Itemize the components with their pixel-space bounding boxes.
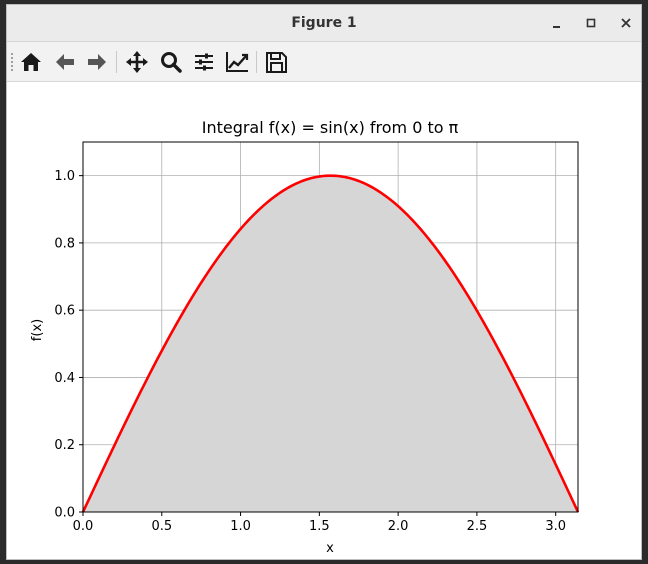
forward-button[interactable] <box>83 48 111 76</box>
line-chart-icon <box>226 52 249 72</box>
figure-window: Figure 1 <box>6 4 642 560</box>
arrow-left-icon <box>56 54 74 70</box>
configure-subplots-button[interactable] <box>190 48 218 76</box>
back-button[interactable] <box>51 48 79 76</box>
x-tick-label: 2.5 <box>467 519 488 534</box>
move-icon <box>126 51 148 73</box>
sliders-icon <box>195 53 213 71</box>
home-button[interactable] <box>17 48 45 76</box>
floppy-disk-icon <box>266 52 287 73</box>
minimize-icon <box>553 26 560 28</box>
navigation-toolbar <box>7 42 641 82</box>
edit-axis-button[interactable] <box>223 48 251 76</box>
y-tick-label: 0.0 <box>54 506 75 521</box>
x-tick-label: 2.0 <box>388 519 409 534</box>
x-tick-label: 1.5 <box>309 519 330 534</box>
x-tick-label: 1.0 <box>230 519 251 534</box>
y-tick-label: 0.4 <box>54 371 75 386</box>
y-tick-label: 1.0 <box>54 169 75 184</box>
pan-button[interactable] <box>123 48 151 76</box>
toolbar-separator <box>116 51 117 73</box>
window-title: Figure 1 <box>291 15 357 31</box>
minimize-button[interactable] <box>547 13 567 33</box>
close-icon <box>621 18 631 28</box>
axes-frame <box>82 141 579 513</box>
zoom-button[interactable] <box>157 48 185 76</box>
home-icon <box>21 53 41 71</box>
close-button[interactable] <box>616 13 636 33</box>
chart-title: Integral f(x) = sin(x) from 0 to π <box>202 118 459 137</box>
arrow-right-icon <box>88 54 106 70</box>
y-tick-label: 0.2 <box>54 438 75 453</box>
x-tick-label: 3.0 <box>545 519 566 534</box>
x-tick-label: 0.5 <box>151 519 172 534</box>
x-tick-label: 0.0 <box>73 519 94 534</box>
magnifier-icon <box>161 52 182 73</box>
y-axis-label: f(x) <box>30 319 45 341</box>
y-tick-label: 0.8 <box>54 236 75 251</box>
sine-curve <box>81 174 580 513</box>
x-axis-label: x <box>326 541 334 556</box>
maximize-button[interactable] <box>581 13 601 33</box>
save-button[interactable] <box>262 48 290 76</box>
toolbar-separator <box>256 51 257 73</box>
toolbar-grip[interactable] <box>10 52 14 72</box>
chart-svg[interactable]: Integral f(x) = sin(x) from 0 to π 0.0 0.… <box>7 82 642 560</box>
title-bar[interactable]: Figure 1 <box>7 5 641 42</box>
tick-layer: 0.0 0.5 1.0 1.5 2.0 2.5 3.0 0.0 0.2 0.4 0.6 0.8 1.0 <box>54 169 566 534</box>
area-fill <box>83 175 578 512</box>
maximize-icon <box>586 18 596 28</box>
figure-canvas[interactable]: Integral f(x) = sin(x) from 0 to π 0.0 0.… <box>7 82 642 560</box>
y-tick-label: 0.6 <box>54 304 75 319</box>
